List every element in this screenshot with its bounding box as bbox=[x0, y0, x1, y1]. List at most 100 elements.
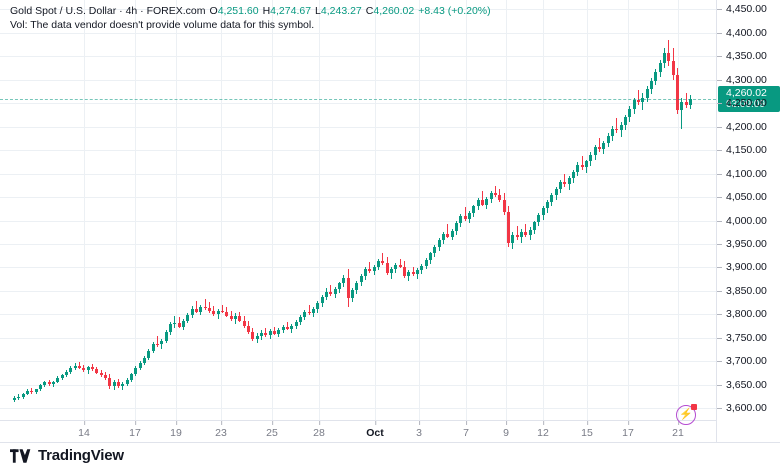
candle-body bbox=[82, 367, 85, 371]
candle-body bbox=[507, 212, 510, 244]
candle-wick bbox=[309, 305, 310, 316]
candle-wick bbox=[330, 285, 331, 296]
candle-body bbox=[373, 266, 376, 272]
price-axis-tick: 4,050.00 bbox=[717, 192, 780, 203]
gridline-horizontal bbox=[0, 385, 716, 386]
candle-body bbox=[676, 75, 679, 110]
price-axis-tick: 3,600.00 bbox=[717, 403, 780, 414]
time-axis-tick: 28 bbox=[313, 421, 325, 439]
price-axis[interactable]: 4,260.02 03:09:09 4,450.00 4,400.00 4,350.… bbox=[716, 0, 780, 442]
gridline-horizontal bbox=[0, 56, 716, 57]
candle-body bbox=[17, 397, 20, 398]
gridline-horizontal bbox=[0, 361, 716, 362]
candle-body bbox=[490, 193, 493, 199]
candle-body bbox=[134, 367, 137, 374]
candle-body bbox=[559, 182, 562, 189]
candle-body bbox=[160, 340, 163, 345]
candle-body bbox=[650, 80, 653, 90]
candle-wick bbox=[465, 207, 466, 221]
candle-body bbox=[65, 371, 68, 376]
candle-body bbox=[286, 327, 289, 329]
candle-body bbox=[364, 269, 367, 276]
candle-body bbox=[273, 331, 276, 334]
legend-primary-line[interactable]: Gold Spot / U.S. Dollar · 4h · FOREX.com… bbox=[10, 5, 491, 18]
candle-body bbox=[659, 62, 662, 73]
candle-body bbox=[338, 283, 341, 290]
gridline-vertical bbox=[272, 0, 273, 420]
candle-body bbox=[576, 165, 579, 172]
price-axis-tick: 4,000.00 bbox=[717, 216, 780, 227]
candle-wick bbox=[265, 327, 266, 337]
candle-wick bbox=[369, 261, 370, 274]
candle-body bbox=[87, 367, 90, 371]
candle-body bbox=[680, 102, 683, 110]
candle-body bbox=[230, 315, 233, 320]
price-axis-tick: 3,800.00 bbox=[717, 309, 780, 320]
flash-alerts-button[interactable]: ⚡ bbox=[676, 404, 697, 425]
candle-body bbox=[377, 260, 380, 267]
candle-body bbox=[61, 375, 64, 378]
candle-body bbox=[143, 357, 146, 363]
candle-body bbox=[455, 223, 458, 231]
candle-body bbox=[95, 369, 98, 374]
candle-body bbox=[312, 308, 315, 314]
tradingview-branding[interactable]: TradingView bbox=[10, 447, 124, 464]
candle-body bbox=[269, 331, 272, 336]
candle-wick bbox=[668, 40, 669, 66]
candle-body bbox=[247, 325, 250, 333]
price-axis-tick: 3,700.00 bbox=[717, 356, 780, 367]
candle-body bbox=[22, 393, 25, 397]
gridline-vertical bbox=[176, 0, 177, 420]
candle-wick bbox=[391, 267, 392, 279]
legend-sep-2: · bbox=[137, 5, 147, 17]
candle-wick bbox=[157, 336, 158, 347]
gridline-horizontal bbox=[0, 33, 716, 34]
candle-body bbox=[212, 311, 215, 315]
price-axis-tick: 3,650.00 bbox=[717, 380, 780, 391]
candle-body bbox=[607, 136, 610, 143]
candle-body bbox=[589, 154, 592, 162]
candle-wick bbox=[681, 97, 682, 129]
candle-body bbox=[334, 289, 337, 294]
candle-body bbox=[581, 165, 584, 168]
candle-body bbox=[360, 275, 363, 283]
candle-body bbox=[520, 231, 523, 238]
candle-body bbox=[139, 362, 142, 368]
exchange-label[interactable]: FOREX.com bbox=[146, 5, 206, 17]
candle-body bbox=[624, 117, 627, 125]
candle-body bbox=[325, 291, 328, 297]
candle-body bbox=[633, 100, 636, 109]
candle-body bbox=[217, 310, 220, 315]
price-plot-area[interactable] bbox=[0, 0, 716, 420]
candle-body bbox=[468, 213, 471, 219]
symbol-name[interactable]: Gold Spot / U.S. Dollar bbox=[10, 5, 117, 17]
time-axis-tick: 17 bbox=[622, 421, 634, 439]
lightning-bolt-icon: ⚡ bbox=[679, 408, 693, 421]
candle-body bbox=[165, 332, 168, 341]
candle-body bbox=[529, 229, 532, 235]
interval-label[interactable]: 4h bbox=[125, 5, 138, 17]
close-value: 4,260.02 bbox=[373, 5, 415, 17]
candle-body bbox=[572, 171, 575, 179]
candle-body bbox=[594, 147, 597, 155]
time-axis[interactable]: 14 17 19 23 25 28 Oct 3 7 9 12 15 17 21 bbox=[0, 420, 716, 442]
time-axis-tick: 17 bbox=[129, 421, 141, 439]
candle-body bbox=[199, 306, 202, 312]
candle-wick bbox=[222, 304, 223, 314]
candle-body bbox=[39, 384, 42, 390]
price-axis-tick: 4,350.00 bbox=[717, 51, 780, 62]
candle-body bbox=[451, 230, 454, 237]
price-axis-tick: 3,900.00 bbox=[717, 262, 780, 273]
candle-body bbox=[503, 199, 506, 213]
time-axis-tick: 9 bbox=[503, 421, 509, 439]
candle-body bbox=[69, 367, 72, 372]
candle-wick bbox=[413, 266, 414, 276]
change-value: +8.43 (+0.20%) bbox=[418, 5, 491, 17]
candle-body bbox=[126, 379, 129, 384]
gridline-horizontal bbox=[0, 267, 716, 268]
chart-legend: Gold Spot / U.S. Dollar · 4h · FOREX.com… bbox=[10, 5, 491, 32]
candle-body bbox=[152, 343, 155, 351]
candle-body bbox=[386, 262, 389, 274]
candle-wick bbox=[482, 191, 483, 207]
candle-body bbox=[195, 308, 198, 312]
